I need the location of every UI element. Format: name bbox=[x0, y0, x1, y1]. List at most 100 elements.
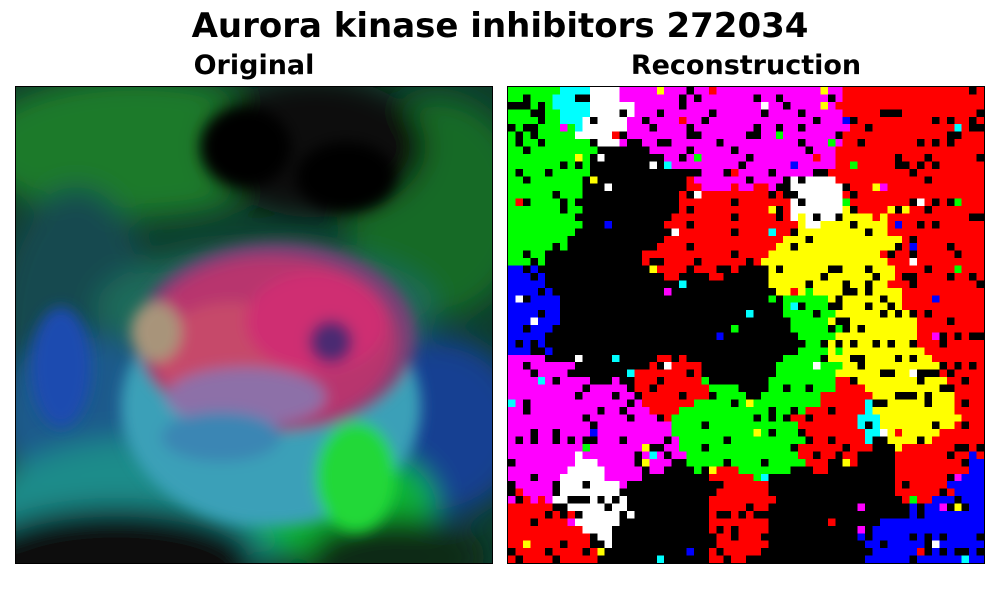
reconstruction-pixel bbox=[612, 213, 621, 222]
reconstruction-pixel bbox=[597, 258, 606, 266]
reconstruction-pixel bbox=[552, 377, 561, 385]
reconstruction-pixel bbox=[902, 116, 911, 125]
reconstruction-pixel bbox=[827, 548, 836, 557]
reconstruction-pixel bbox=[567, 139, 576, 147]
reconstruction-pixel bbox=[574, 377, 583, 385]
reconstruction-pixel bbox=[857, 302, 866, 311]
reconstruction-pixel bbox=[939, 339, 948, 348]
reconstruction-pixel bbox=[894, 332, 903, 341]
reconstruction-pixel bbox=[961, 258, 970, 266]
reconstruction-pixel bbox=[619, 510, 628, 519]
reconstruction-pixel bbox=[894, 235, 903, 244]
reconstruction-pixel bbox=[716, 183, 725, 192]
reconstruction-pixel bbox=[879, 347, 888, 356]
reconstruction-pixel bbox=[612, 362, 621, 371]
reconstruction-pixel bbox=[679, 414, 687, 423]
reconstruction-pixel bbox=[768, 198, 777, 207]
reconstruction-pixel bbox=[522, 109, 531, 118]
reconstruction-pixel bbox=[552, 481, 561, 490]
reconstruction-pixel bbox=[604, 191, 613, 200]
reconstruction-pixel bbox=[812, 339, 821, 348]
reconstruction-pixel bbox=[686, 548, 695, 557]
reconstruction-pixel bbox=[887, 310, 896, 319]
reconstruction-pixel bbox=[820, 540, 829, 549]
reconstruction-pixel bbox=[708, 481, 717, 490]
reconstruction-pixel bbox=[597, 243, 606, 252]
reconstruction-pixel bbox=[835, 94, 844, 103]
reconstruction-pixel bbox=[753, 213, 762, 222]
reconstruction-pixel bbox=[812, 310, 821, 319]
reconstruction-pixel bbox=[879, 87, 888, 95]
reconstruction-pixel bbox=[738, 458, 747, 467]
reconstruction-pixel bbox=[701, 139, 710, 147]
reconstruction-pixel bbox=[693, 124, 702, 133]
reconstruction-pixel bbox=[820, 243, 829, 252]
reconstruction-pixel bbox=[612, 295, 621, 304]
reconstruction-pixel bbox=[894, 429, 903, 438]
reconstruction-pixel bbox=[641, 354, 650, 363]
reconstruction-pixel bbox=[716, 228, 725, 237]
reconstruction-pixel bbox=[515, 116, 524, 125]
reconstruction-pixel bbox=[872, 280, 881, 289]
reconstruction-pixel bbox=[812, 272, 821, 281]
reconstruction-pixel bbox=[508, 354, 516, 363]
reconstruction-pixel bbox=[909, 540, 918, 549]
reconstruction-pixel bbox=[872, 384, 881, 393]
reconstruction-pixel bbox=[537, 510, 546, 519]
reconstruction-pixel bbox=[812, 116, 821, 125]
reconstruction-pixel bbox=[969, 488, 978, 497]
reconstruction-pixel bbox=[887, 436, 896, 445]
reconstruction-pixel bbox=[693, 481, 702, 490]
reconstruction-pixel bbox=[902, 399, 911, 408]
reconstruction-pixel bbox=[946, 287, 955, 296]
reconstruction-pixel bbox=[634, 317, 643, 326]
reconstruction-pixel bbox=[574, 139, 583, 147]
reconstruction-pixel bbox=[790, 555, 799, 563]
reconstruction-pixel bbox=[768, 183, 777, 192]
reconstruction-pixel bbox=[597, 153, 606, 162]
reconstruction-pixel bbox=[627, 101, 635, 110]
reconstruction-pixel bbox=[679, 510, 687, 519]
reconstruction-pixel bbox=[961, 406, 970, 415]
reconstruction-pixel bbox=[552, 414, 561, 423]
reconstruction-pixel bbox=[545, 109, 554, 118]
reconstruction-pixel bbox=[560, 347, 568, 356]
reconstruction-pixel bbox=[589, 421, 598, 430]
reconstruction-pixel bbox=[835, 421, 844, 430]
reconstruction-pixel bbox=[857, 518, 866, 527]
reconstruction-pixel bbox=[805, 124, 814, 133]
reconstruction-pixel bbox=[917, 161, 925, 170]
reconstruction-pixel bbox=[589, 518, 598, 527]
reconstruction-pixel bbox=[790, 466, 799, 475]
reconstruction-pixel bbox=[664, 525, 673, 534]
reconstruction-pixel bbox=[567, 198, 576, 207]
reconstruction-pixel bbox=[731, 488, 740, 497]
reconstruction-pixel bbox=[574, 295, 583, 304]
reconstruction-pixel bbox=[872, 488, 881, 497]
reconstruction-pixel bbox=[701, 198, 710, 207]
reconstruction-pixel bbox=[820, 139, 829, 147]
reconstruction-pixel bbox=[939, 540, 948, 549]
reconstruction-pixel bbox=[909, 496, 918, 504]
reconstruction-pixel bbox=[589, 265, 598, 274]
reconstruction-pixel bbox=[597, 503, 606, 512]
reconstruction-pixel bbox=[924, 265, 933, 274]
reconstruction-pixel bbox=[865, 198, 873, 207]
reconstruction-pixel bbox=[582, 325, 591, 333]
reconstruction-pixel bbox=[604, 347, 613, 356]
reconstruction-pixel bbox=[723, 124, 732, 133]
reconstruction-pixel bbox=[597, 168, 606, 177]
reconstruction-pixel bbox=[634, 414, 643, 423]
reconstruction-pixel bbox=[946, 109, 955, 118]
reconstruction-pixel bbox=[627, 94, 635, 103]
reconstruction-pixel bbox=[887, 525, 896, 534]
reconstruction-pixel bbox=[522, 198, 531, 207]
reconstruction-pixel bbox=[946, 332, 955, 341]
reconstruction-pixel bbox=[931, 555, 940, 563]
reconstruction-pixel bbox=[894, 421, 903, 430]
reconstruction-pixel bbox=[879, 414, 888, 423]
reconstruction-pixel bbox=[716, 444, 725, 452]
reconstruction-pixel bbox=[508, 124, 516, 133]
reconstruction-pixel bbox=[783, 191, 792, 200]
reconstruction-pixel bbox=[723, 406, 732, 415]
